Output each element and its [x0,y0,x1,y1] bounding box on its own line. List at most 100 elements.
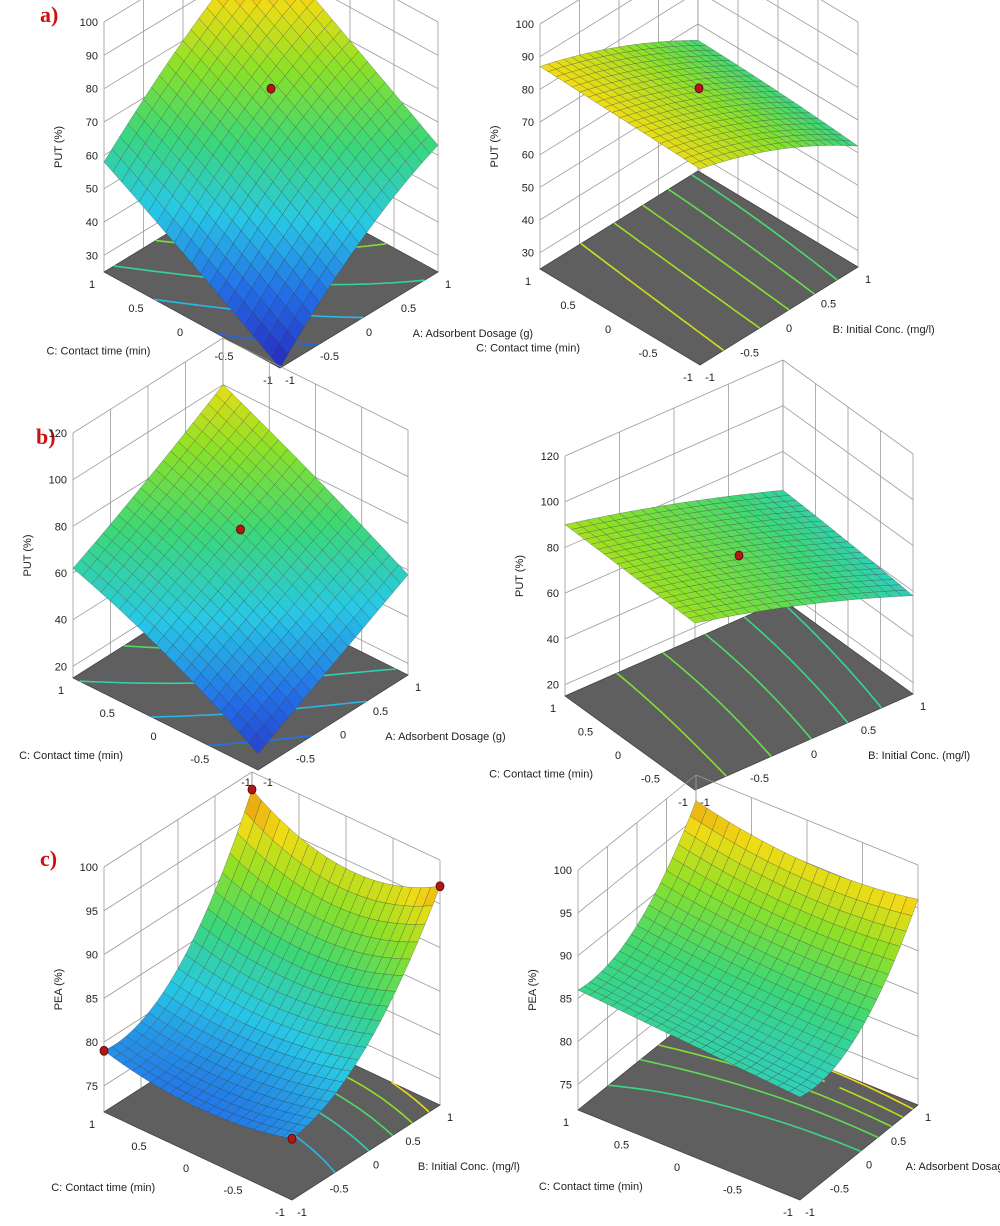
x-tick-label: 0 [866,1160,872,1172]
z-tick-label: 100 [80,862,98,874]
x-tick-label: -0.5 [740,348,759,360]
y-tick-label: 0.5 [131,1141,146,1153]
z-tick-label: 75 [560,1079,572,1091]
floor-contour [608,1084,861,1152]
x-tick-label: 0 [811,749,817,761]
floor-contour [743,616,849,724]
x-tick-label: -1 [285,375,295,387]
y-tick-label: -1 [783,1207,793,1219]
y-axis-label: C: Contact time (min) [46,345,150,357]
design-point [287,1133,297,1144]
x-tick-label: 1 [865,274,871,286]
panel-label-a: a) [40,2,58,27]
wall-gridline [539,154,699,254]
wall-gridline [103,0,196,56]
z-tick-label: 30 [522,248,534,260]
z-axis-label: PEA (%) [527,969,539,1011]
z-tick-label: 75 [86,1081,98,1093]
panel-label-c: c) [40,846,57,871]
z-tick-label: 90 [86,950,98,962]
y-tick-label: 0 [605,324,611,336]
z-tick-label: 20 [55,661,67,673]
y-tick-label: -0.5 [641,774,660,786]
x-axis-label: B: Initial Conc. (mg/l) [868,750,970,762]
surface-facet [788,1088,807,1098]
z-tick-label: 95 [86,906,98,918]
z-tick-label: 100 [80,17,98,29]
z-tick-label: 80 [560,1036,572,1048]
wall-gridline [766,0,859,56]
z-tick-label: 30 [86,250,98,262]
y-tick-label: -1 [275,1207,285,1219]
x-tick-label: 1 [415,682,421,694]
z-tick-label: 100 [541,497,559,509]
wall-gridline [782,359,914,455]
y-tick-label: 0.5 [578,727,593,739]
x-tick-label: 0.5 [401,303,416,315]
surface-chart: 30 40 50 60 70 80 90 100 PUT (%) -1 -0.5 0 0.5 1 -1 -0.… [476,0,935,384]
z-tick-label: 80 [547,542,559,554]
z-tick-label: 100 [516,19,534,31]
x-tick-label: -0.5 [330,1183,349,1195]
y-tick-label: 0 [183,1163,189,1175]
surface-facet [270,343,289,369]
x-tick-label: 0.5 [405,1136,420,1148]
wall-gridline [697,23,859,121]
wall-gridline [820,0,859,23]
wall-gridline [222,337,409,431]
x-tick-label: -1 [263,777,273,789]
y-tick-label: 0.5 [100,708,115,720]
wall-gridline [577,774,697,871]
y-tick-label: 0.5 [560,300,575,312]
z-tick-label: 80 [522,84,534,96]
x-tick-label: -1 [700,797,710,809]
y-axis-label: C: Contact time (min) [51,1182,155,1194]
y-tick-label: -0.5 [639,348,658,360]
y-tick-label: 1 [563,1117,569,1129]
x-tick-label: 0 [366,327,372,339]
surface-chart: 20 40 60 80 100 120 PUT (%) -1 -0.5 0 0.5 1 -1 -0.5 0 0… [489,359,970,809]
x-tick-label: 0.5 [891,1136,906,1148]
floor-contour [642,204,790,311]
surface-facet [691,161,709,170]
x-tick-label: 1 [445,279,451,291]
z-tick-label: 40 [55,615,67,627]
y-tick-label: 1 [89,279,95,291]
z-axis-label: PUT (%) [22,535,34,577]
y-tick-label: -1 [263,375,273,387]
surface-chart: 75 80 85 90 95 100 PEA (%) -1 -0.5 0 0.5 1 -1 -0.5 0 0.… [51,771,520,1219]
z-tick-label: 60 [547,588,559,600]
y-tick-label: -1 [683,372,693,384]
x-tick-label: 1 [447,1112,453,1124]
wall-gridline [695,774,919,866]
surface-facet [251,0,262,6]
y-tick-label: -0.5 [215,351,234,363]
floor-contour [640,1058,879,1139]
x-tick-label: -1 [805,1207,815,1219]
z-tick-label: 90 [560,951,572,963]
z-tick-label: 90 [86,50,98,62]
surface-chart: 30 40 50 60 70 80 90 100 PUT (%) -1 -0.5 0 0.5 1 -1 -0.… [46,0,533,387]
z-tick-label: 80 [86,1037,98,1049]
z-tick-label: 40 [86,217,98,229]
floor-contour [613,222,761,329]
y-tick-label: -0.5 [190,754,209,766]
z-tick-label: 85 [560,994,572,1006]
y-tick-label: -0.5 [224,1185,243,1197]
x-tick-label: -0.5 [750,773,769,785]
z-tick-label: 100 [49,475,67,487]
panel-label-b: b) [36,424,56,449]
y-tick-label: 1 [550,703,556,715]
x-tick-label: 0 [340,730,346,742]
z-tick-label: 80 [55,521,67,533]
design-point [266,83,276,94]
wall-gridline [335,0,439,56]
wall-gridline [72,384,224,481]
floor-contour [704,633,812,740]
wall-gridline [577,817,697,914]
x-tick-label: 1 [920,701,926,713]
z-axis-label: PUT (%) [53,126,65,168]
x-tick-label: 1 [925,1112,931,1124]
z-tick-label: 90 [522,52,534,64]
